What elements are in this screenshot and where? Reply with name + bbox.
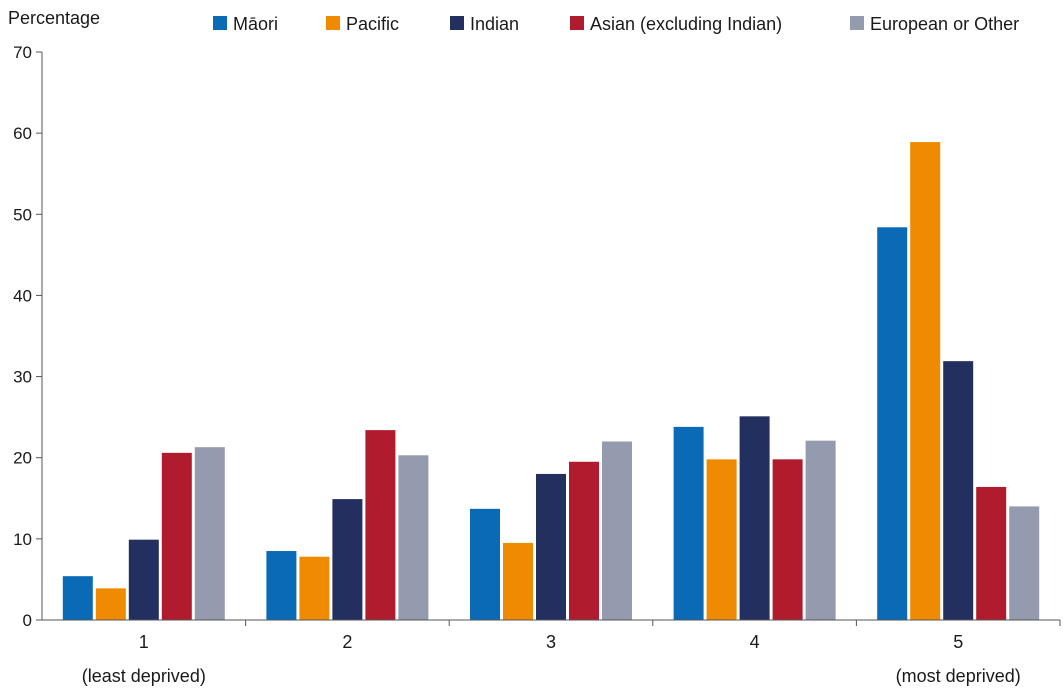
bar-2-3	[332, 499, 363, 620]
x-tick-label: 4	[750, 632, 760, 652]
legend: Māori Pacific Indian Asian (excluding India…	[213, 14, 1019, 34]
legend-label-2: Pacific	[346, 14, 399, 34]
y-tick-label: 40	[13, 286, 32, 305]
legend-swatch-1	[213, 16, 227, 30]
bar-4-1	[673, 426, 704, 620]
y-tick-label: 20	[13, 449, 32, 468]
bar-3-4	[569, 461, 599, 620]
bar-4-3	[739, 416, 770, 620]
bar-4-4	[772, 459, 803, 620]
y-tick-label: 10	[13, 530, 32, 549]
bars	[62, 142, 1040, 621]
bar-4-5	[805, 440, 836, 620]
bar-5-1	[877, 227, 908, 621]
bar-1-4	[161, 452, 192, 620]
bar-2-5	[398, 455, 429, 620]
x-tick-label: 3	[546, 632, 556, 652]
legend-swatch-4	[570, 16, 584, 30]
bar-3-3	[536, 473, 566, 620]
legend-swatch-5	[850, 16, 864, 30]
bar-4-2	[706, 459, 737, 620]
bar-3-2	[503, 542, 533, 620]
x-tick-sublabel: (most deprived)	[896, 666, 1021, 686]
bar-1-5	[194, 447, 225, 620]
bar-2-2	[299, 556, 330, 620]
y-tick-label: 30	[13, 368, 32, 387]
y-axis: 0 10 20 30 40 50 60 70	[13, 43, 43, 630]
bar-5-3	[943, 361, 974, 620]
x-tick-sublabel: (least deprived)	[82, 666, 206, 686]
bar-5-5	[1009, 506, 1040, 620]
y-tick-label: 0	[23, 611, 32, 630]
legend-label-3: Indian	[470, 14, 519, 34]
bar-1-2	[95, 588, 126, 620]
bar-1-3	[128, 539, 159, 620]
legend-label-4: Asian (excluding Indian)	[590, 14, 782, 34]
bar-3-5	[602, 441, 632, 620]
bar-5-4	[976, 486, 1007, 620]
bar-5-2	[910, 142, 941, 620]
y-tick-label: 50	[13, 205, 32, 224]
y-tick-label: 70	[13, 43, 32, 62]
bar-3-1	[470, 508, 500, 620]
x-axis: 1 (least deprived) 2 3 4 5 (most deprived)	[42, 619, 1061, 686]
legend-label-1: Māori	[233, 14, 278, 34]
y-axis-title: Percentage	[8, 8, 100, 28]
legend-label-5: European or Other	[870, 14, 1019, 34]
bar-2-1	[266, 551, 297, 620]
x-tick-label: 1	[139, 632, 149, 652]
bar-1-1	[62, 576, 93, 620]
y-tick-label: 60	[13, 124, 32, 143]
legend-swatch-3	[450, 16, 464, 30]
x-tick-label: 5	[953, 632, 963, 652]
x-tick-label: 2	[342, 632, 352, 652]
legend-swatch-2	[326, 16, 340, 30]
bar-2-4	[365, 430, 396, 620]
